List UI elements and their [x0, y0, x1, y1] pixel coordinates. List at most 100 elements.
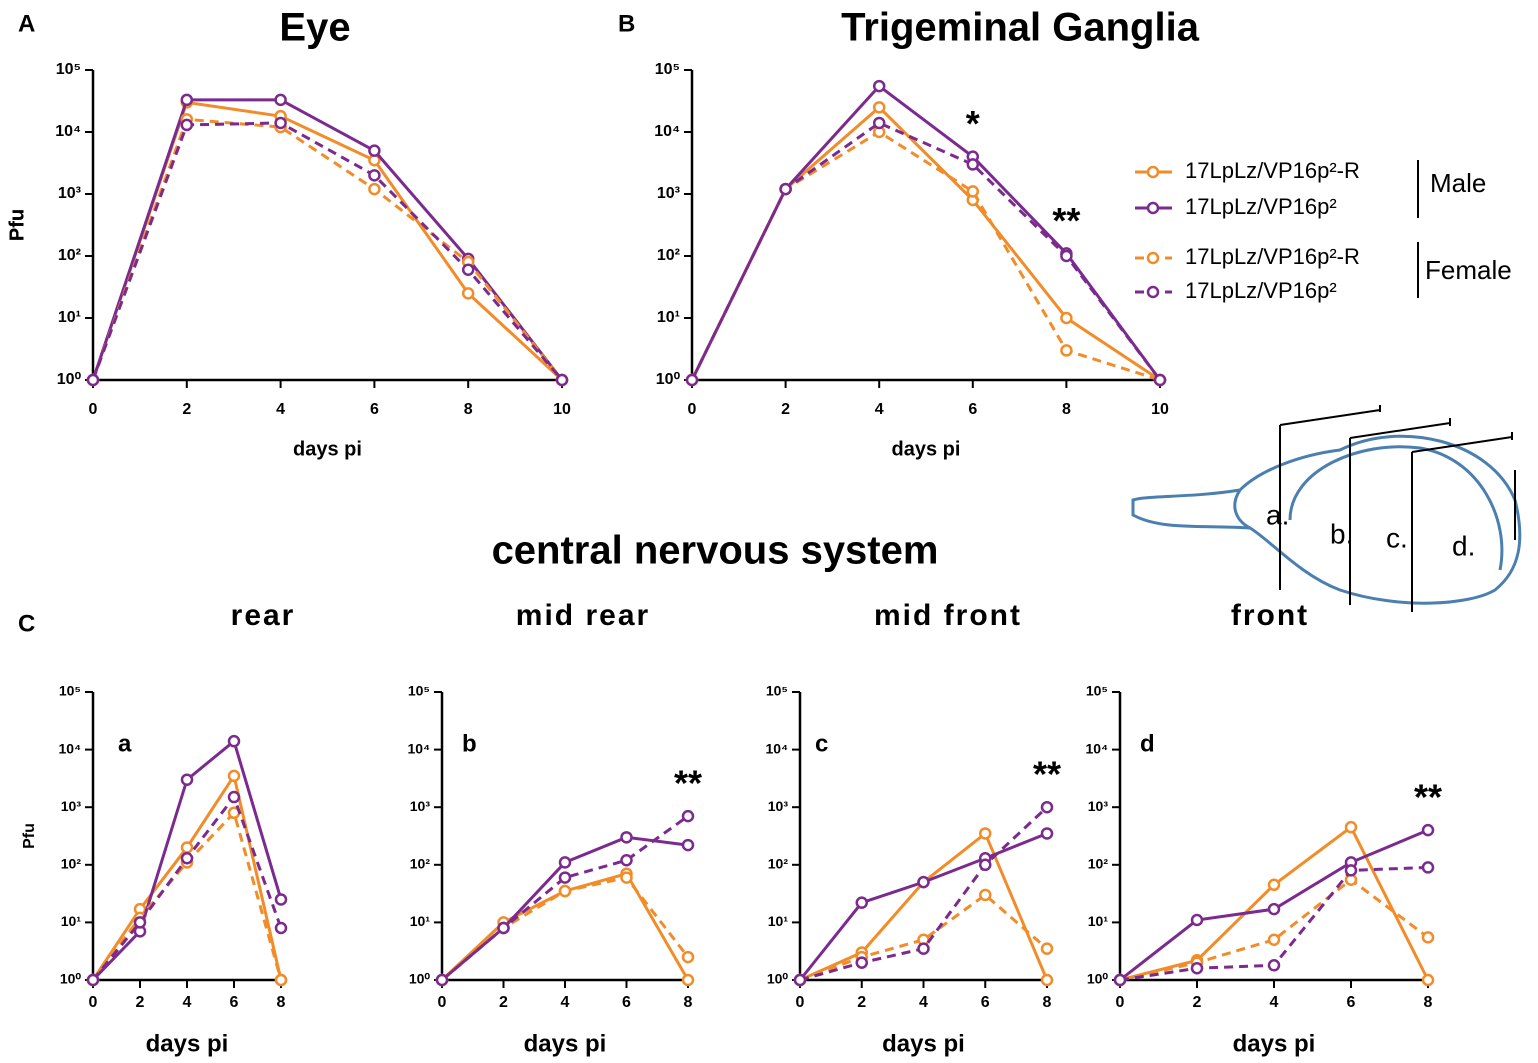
legend-group: Female — [1425, 255, 1512, 285]
y-tick-label: 10⁵ — [56, 61, 81, 78]
y-tick-label: 10⁴ — [766, 740, 789, 756]
chart-title: mid front — [874, 599, 1022, 632]
x-tick-label: 6 — [370, 401, 379, 418]
chart-title: rear — [231, 599, 296, 632]
diagram-label: a. — [1266, 499, 1289, 530]
annotation: ** — [1033, 754, 1061, 795]
y-tick-label: 10³ — [58, 185, 81, 202]
x-tick-label: 8 — [684, 994, 693, 1011]
y-tick-label: 10⁰ — [60, 971, 82, 987]
point — [793, 973, 807, 987]
y-tick-label: 10¹ — [61, 913, 82, 929]
y-tick-label: 10⁴ — [59, 740, 82, 756]
x-tick-label: 4 — [1270, 994, 1279, 1011]
point — [685, 373, 699, 387]
y-tick-label: 10³ — [1088, 798, 1109, 814]
legend-marker — [1146, 285, 1160, 299]
series-line — [690, 121, 1162, 381]
legend-label: 17LpLz/VP16p²-R — [1185, 158, 1360, 183]
point — [1060, 344, 1073, 357]
point — [872, 116, 886, 130]
point — [979, 858, 992, 872]
x-axis-label: days pi — [892, 438, 961, 460]
point — [274, 116, 287, 130]
x-tick-label: 6 — [1347, 994, 1356, 1011]
series-line — [690, 105, 1161, 382]
y-tick-label: 10⁰ — [57, 371, 82, 388]
x-tick-label: 0 — [438, 994, 447, 1011]
y-tick-label: 10⁴ — [408, 740, 431, 756]
point — [180, 851, 194, 865]
point — [274, 921, 288, 935]
y-tick-label: 10⁴ — [1086, 740, 1109, 756]
annotation: * — [966, 103, 980, 144]
y-tick-label: 10¹ — [58, 309, 81, 326]
x-tick-label: 4 — [919, 994, 928, 1011]
panel-letter: d — [1140, 730, 1155, 757]
point — [1421, 973, 1435, 987]
x-axis-label: days pi — [1233, 1030, 1316, 1057]
x-tick-label: 2 — [182, 401, 191, 418]
series-line — [91, 121, 564, 381]
x-tick-label: 6 — [230, 994, 239, 1011]
legend: 17LpLz/VP16p²-R 17LpLz/VP16p² 17LpLz/VP16p… — [1135, 158, 1512, 303]
y-tick-label: 10³ — [61, 798, 82, 814]
diagram-labels: a. b. c. d. — [1266, 499, 1475, 561]
point — [966, 158, 980, 171]
annotation: ** — [674, 763, 702, 804]
point — [1040, 942, 1054, 955]
y-tick-label: 10⁵ — [1086, 683, 1108, 699]
point — [1267, 959, 1281, 972]
y-tick-label: 10⁰ — [656, 371, 681, 388]
point — [979, 888, 992, 902]
point — [558, 856, 572, 869]
legend-label: 17LpLz/VP16p²-R — [1185, 244, 1360, 269]
x-tick-label: 8 — [1043, 994, 1052, 1011]
series-line — [799, 893, 1048, 982]
x-tick-label: 8 — [277, 994, 286, 1011]
chart-title: mid rear — [516, 599, 650, 632]
point — [681, 809, 695, 823]
point — [368, 182, 381, 196]
x-tick-label: 6 — [968, 401, 977, 418]
brain-diagram — [1131, 434, 1522, 605]
point — [620, 853, 633, 867]
diagram-label: d. — [1452, 530, 1475, 561]
y-tick-label: 10¹ — [410, 913, 431, 929]
y-tick-label: 10⁴ — [55, 123, 81, 140]
point — [133, 916, 147, 929]
legend-group: Male — [1430, 168, 1486, 198]
panel-letter: b — [462, 730, 477, 757]
point — [1267, 933, 1281, 946]
y-tick-label: 10⁰ — [409, 971, 431, 987]
x-tick-label: 2 — [136, 994, 145, 1011]
point — [620, 871, 633, 884]
y-tick-label: 10¹ — [1088, 913, 1109, 929]
x-tick-label: 2 — [857, 994, 866, 1011]
annotation: ** — [1052, 200, 1080, 241]
point — [180, 93, 194, 107]
point — [681, 973, 695, 987]
figure-title: central nervous system — [492, 529, 939, 573]
point — [558, 884, 572, 898]
y-tick-label: 10¹ — [657, 309, 680, 326]
point — [855, 956, 868, 969]
chart-title: Trigeminal Ganglia — [841, 6, 1200, 50]
point — [872, 101, 886, 114]
legend-marker — [1146, 165, 1160, 179]
legend-marker — [1146, 201, 1160, 215]
point — [1267, 878, 1281, 892]
x-axis-label: days pi — [293, 438, 362, 460]
y-tick-label: 10⁰ — [1087, 971, 1109, 987]
series-line — [91, 100, 564, 382]
point — [1040, 800, 1054, 814]
panel-letter: C — [18, 610, 35, 637]
point — [435, 973, 449, 987]
x-tick-label: 6 — [622, 994, 631, 1011]
y-tick-label: 10² — [1088, 856, 1109, 872]
point — [461, 263, 475, 277]
point — [1421, 823, 1435, 837]
point — [681, 950, 695, 964]
x-tick-label: 10 — [553, 401, 571, 418]
